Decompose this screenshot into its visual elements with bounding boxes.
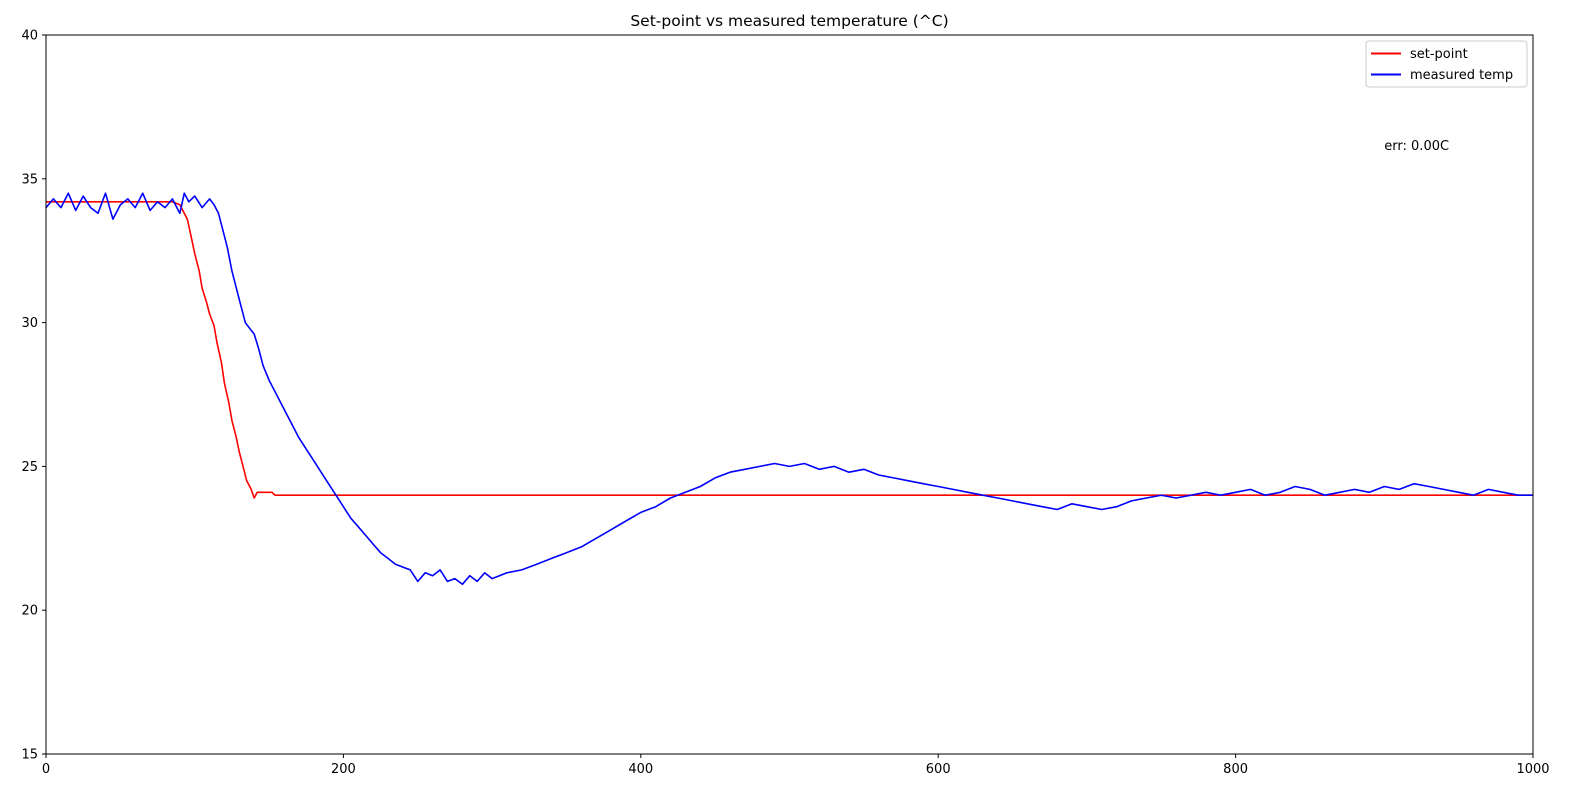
plot-frame bbox=[45, 34, 1534, 755]
legend-label-measured-temp: measured temp bbox=[1410, 68, 1513, 83]
legend: set-point measured temp bbox=[1365, 40, 1528, 88]
legend-box bbox=[1365, 40, 1528, 88]
y-tick-label: 40 bbox=[21, 29, 38, 44]
x-tick-label: 0 bbox=[42, 762, 50, 777]
y-tick-label: 25 bbox=[21, 460, 38, 475]
x-tick-label: 200 bbox=[331, 762, 356, 777]
legend-label-set-point: set-point bbox=[1410, 47, 1468, 62]
y-axis: 15 20 25 30 35 40 bbox=[21, 29, 46, 763]
x-axis: 0 200 400 600 800 1000 bbox=[42, 754, 1550, 777]
error-annotation: err: 0.00C bbox=[1384, 139, 1449, 154]
x-tick-label: 400 bbox=[628, 762, 653, 777]
x-tick-label: 1000 bbox=[1516, 762, 1549, 777]
chart-title: Set-point vs measured temperature (^C) bbox=[630, 12, 948, 30]
y-tick-label: 15 bbox=[21, 748, 38, 763]
x-tick-label: 800 bbox=[1223, 762, 1248, 777]
y-tick-label: 20 bbox=[21, 604, 38, 619]
x-tick-label: 600 bbox=[926, 762, 951, 777]
series-layer bbox=[45, 192, 1533, 586]
y-tick-label: 35 bbox=[21, 172, 38, 187]
y-tick-label: 30 bbox=[21, 316, 38, 331]
series-line-measured-temp bbox=[45, 192, 1533, 586]
